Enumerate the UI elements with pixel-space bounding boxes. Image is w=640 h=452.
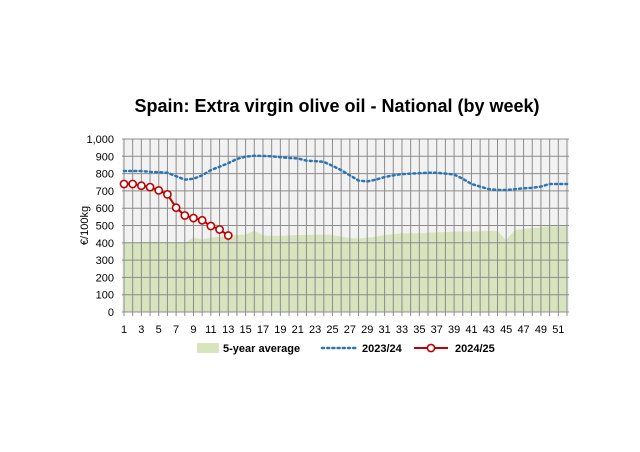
x-tick-label: 21 — [292, 324, 304, 336]
x-tick-label: 7 — [173, 324, 179, 336]
x-tick-label: 29 — [361, 324, 373, 336]
y-tick-label: 800 — [96, 169, 114, 181]
y-axis-label: €/100kg — [79, 206, 91, 245]
area-5-year-average — [124, 226, 567, 312]
x-tick-label: 17 — [257, 324, 269, 336]
x-tick-label: 49 — [535, 324, 547, 336]
line-2023-24 — [122, 154, 569, 192]
x-tick-label: 47 — [517, 324, 529, 336]
y-tick-label: 900 — [96, 151, 114, 163]
point-2024-25 — [119, 179, 129, 189]
y-tick-label: 200 — [96, 272, 114, 284]
point-2024-25 — [163, 189, 172, 199]
legend-label-2024-25: 2024/25 — [455, 343, 495, 355]
legend-marker-2024-25 — [426, 343, 436, 353]
x-tick-label: 41 — [465, 324, 477, 336]
point-2024-25 — [136, 181, 146, 191]
x-tick-label: 9 — [190, 324, 196, 336]
point-2024-25 — [180, 211, 190, 220]
x-tick-label: 43 — [483, 324, 495, 336]
x-tick-label: 39 — [448, 324, 460, 336]
y-tick-label: 500 — [96, 221, 114, 233]
point-2024-25 — [197, 215, 207, 225]
legend-label-2023-24: 2023/24 — [362, 343, 403, 355]
chart-title: Spain: Extra virgin olive oil - National… — [134, 96, 540, 116]
x-tick-label: 27 — [344, 324, 356, 336]
y-tick-label: 1,000 — [86, 134, 114, 146]
y-tick-label: 600 — [96, 203, 114, 215]
point-2024-25 — [154, 185, 164, 195]
x-tick-label: 19 — [274, 324, 286, 336]
x-tick-label: 25 — [326, 324, 338, 336]
x-tick-label: 51 — [552, 324, 564, 336]
x-tick-label: 3 — [138, 324, 144, 336]
legend-swatch-5-year-average — [197, 343, 219, 353]
x-tick-label: 15 — [239, 324, 251, 336]
x-tick-label: 5 — [156, 324, 162, 336]
x-tick-label: 1 — [121, 324, 127, 336]
point-2024-25 — [189, 213, 198, 223]
x-tick-label: 37 — [431, 324, 443, 336]
x-tick-label: 23 — [309, 324, 321, 336]
point-2024-25 — [145, 182, 155, 192]
y-tick-label: 100 — [96, 290, 114, 302]
x-tick-label: 11 — [205, 324, 216, 336]
x-tick-label: 31 — [378, 324, 390, 336]
y-tick-label: 400 — [96, 238, 114, 250]
point-2024-25 — [223, 231, 233, 240]
point-2024-25 — [171, 203, 181, 213]
point-2024-25 — [215, 225, 224, 234]
legend-label-5-year-average: 5-year average — [223, 343, 300, 355]
point-2024-25 — [128, 179, 138, 189]
y-tick-label: 300 — [96, 255, 114, 267]
y-tick-label: 700 — [96, 186, 114, 198]
x-tick-label: 35 — [413, 324, 425, 336]
x-tick-label: 45 — [500, 324, 512, 336]
y-tick-label: 0 — [108, 307, 114, 319]
x-tick-label: 33 — [396, 324, 408, 336]
x-tick-label: 13 — [222, 324, 234, 336]
point-2024-25 — [206, 221, 216, 231]
